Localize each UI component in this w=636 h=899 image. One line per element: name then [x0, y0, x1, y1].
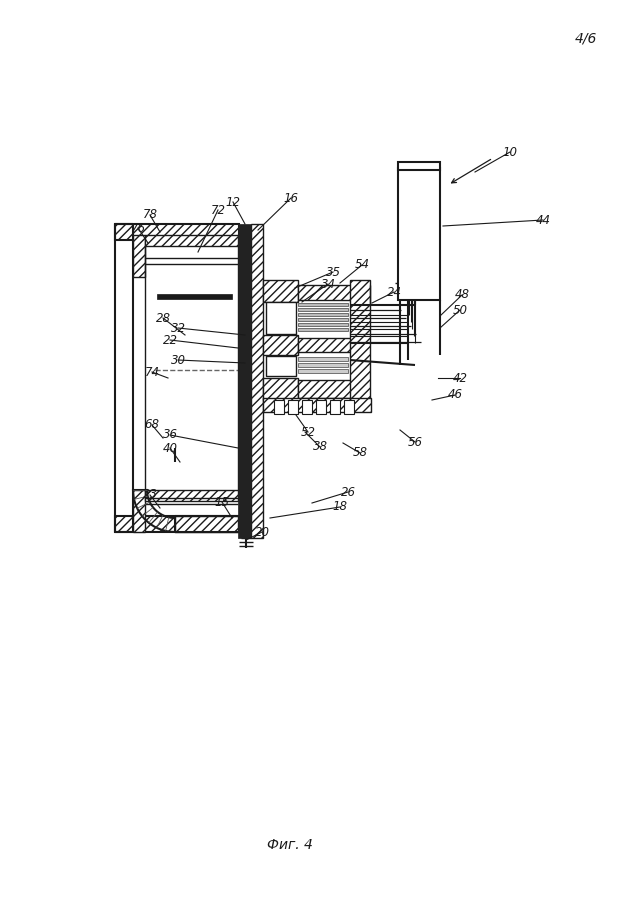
Bar: [298, 369, 348, 373]
Bar: [298, 318, 348, 321]
Bar: [298, 380, 353, 398]
Text: 24: 24: [387, 286, 401, 298]
Bar: [274, 400, 284, 414]
Text: 35: 35: [326, 265, 340, 279]
Text: 76: 76: [130, 221, 146, 235]
Bar: [175, 516, 238, 532]
Bar: [263, 378, 298, 400]
Text: 23: 23: [142, 488, 158, 502]
Bar: [298, 285, 353, 300]
Bar: [263, 280, 298, 302]
Text: 42: 42: [452, 371, 467, 385]
Text: 50: 50: [452, 304, 467, 316]
Bar: [298, 357, 348, 361]
Bar: [298, 338, 353, 352]
Bar: [298, 313, 348, 316]
Text: 30: 30: [170, 353, 186, 367]
Bar: [298, 308, 348, 311]
Text: 36: 36: [163, 429, 177, 441]
Bar: [344, 400, 354, 414]
Text: 58: 58: [352, 447, 368, 459]
Bar: [298, 303, 348, 306]
Bar: [298, 323, 348, 326]
Text: 68: 68: [144, 419, 160, 432]
Text: 52: 52: [300, 425, 315, 439]
Bar: [115, 516, 239, 532]
Text: 34: 34: [321, 278, 336, 290]
Text: 78: 78: [142, 209, 158, 221]
Text: 12: 12: [226, 195, 240, 209]
Text: 72: 72: [211, 203, 226, 217]
Bar: [145, 235, 238, 246]
Bar: [398, 168, 440, 300]
Text: 40: 40: [163, 441, 177, 455]
Text: 54: 54: [354, 259, 370, 271]
Bar: [298, 363, 348, 367]
Bar: [263, 398, 371, 412]
Text: 4/6: 4/6: [574, 32, 597, 46]
Text: 28: 28: [155, 311, 170, 325]
Bar: [238, 224, 251, 538]
Text: 32: 32: [170, 322, 186, 334]
Bar: [263, 335, 298, 355]
Text: 74: 74: [144, 366, 160, 378]
Text: 16: 16: [284, 191, 298, 204]
Bar: [298, 328, 348, 331]
Bar: [251, 224, 263, 538]
Bar: [266, 302, 296, 334]
Bar: [288, 400, 298, 414]
Text: 22: 22: [163, 334, 177, 346]
Text: 18: 18: [333, 501, 347, 513]
Bar: [398, 162, 440, 170]
Text: 20: 20: [254, 526, 270, 539]
Text: 26: 26: [340, 485, 356, 499]
Text: 38: 38: [312, 441, 328, 453]
Bar: [157, 294, 232, 299]
Bar: [266, 356, 296, 376]
Text: Фиг. 4: Фиг. 4: [267, 838, 313, 852]
Bar: [316, 400, 326, 414]
Bar: [330, 400, 340, 414]
Bar: [145, 490, 238, 501]
Bar: [115, 224, 239, 240]
Text: 56: 56: [408, 435, 422, 449]
Bar: [133, 490, 145, 532]
Bar: [302, 400, 312, 414]
Text: 48: 48: [455, 289, 469, 301]
Text: 15: 15: [214, 495, 230, 509]
Text: 10: 10: [502, 146, 518, 158]
Bar: [133, 235, 145, 277]
Text: 44: 44: [536, 213, 551, 227]
Bar: [350, 280, 370, 400]
Text: 46: 46: [448, 388, 462, 402]
